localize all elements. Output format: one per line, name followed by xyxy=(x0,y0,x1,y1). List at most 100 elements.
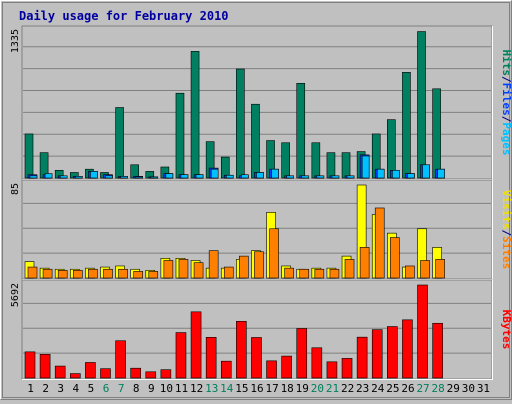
bar-bottom-kbytes-5 xyxy=(85,362,96,379)
axis-label-middle: Visits/Sites xyxy=(500,190,512,270)
ymax-label-top: 1335 xyxy=(10,29,21,53)
x-tick-label-26: 26 xyxy=(401,382,414,395)
frame-inner xyxy=(2,2,510,398)
bar-bottom-kbytes-13 xyxy=(205,337,217,379)
bar-top-pages-10 xyxy=(165,173,174,179)
bar-bottom-kbytes-4 xyxy=(69,373,81,379)
bar-top-pages-5 xyxy=(90,171,98,179)
bar-top-pages-13 xyxy=(210,168,219,179)
bar-bottom-kbytes-23 xyxy=(356,336,368,379)
x-tick-label-25: 25 xyxy=(386,382,399,395)
bar-middle-sites-7 xyxy=(118,268,128,279)
bar-bottom-kbytes-7 xyxy=(115,340,126,379)
bar-top-hits-25 xyxy=(387,119,396,179)
bar-bottom-kbytes-11 xyxy=(175,332,187,379)
bar-top-pages-22 xyxy=(346,175,355,179)
bar-bottom-kbytes-6 xyxy=(100,368,111,379)
axis-label-part-middle-0: Visits xyxy=(500,190,512,230)
x-tick-label-27: 27 xyxy=(416,382,429,395)
bar-bottom-kbytes-22 xyxy=(341,358,353,379)
bar-bottom-kbytes-3 xyxy=(54,365,66,379)
bar-middle-sites-10 xyxy=(163,260,174,279)
bar-top-pages-28 xyxy=(437,168,445,179)
bar-top-hits-1 xyxy=(24,133,34,179)
bar-top-hits-11 xyxy=(175,92,185,179)
bar-middle-sites-15 xyxy=(239,255,249,279)
bar-top-hits-28 xyxy=(432,88,441,179)
bar-bottom-kbytes-1 xyxy=(24,351,36,379)
x-tick-label-2: 2 xyxy=(42,382,49,395)
bar-middle-sites-5 xyxy=(88,268,98,279)
x-tick-label-24: 24 xyxy=(371,382,385,395)
bar-top-pages-27 xyxy=(422,164,430,179)
bar-bottom-kbytes-16 xyxy=(251,337,262,379)
bar-bottom-kbytes-2 xyxy=(39,354,51,379)
x-tick-label-10: 10 xyxy=(160,382,173,395)
bar-top-hits-19 xyxy=(296,83,306,179)
bar-bottom-kbytes-19 xyxy=(296,328,308,379)
bar-top-pages-12 xyxy=(195,174,204,179)
bar-top-pages-25 xyxy=(392,169,400,179)
bar-middle-sites-17 xyxy=(269,228,279,279)
axis-label-bottom: KBytes xyxy=(500,310,512,350)
bar-top-pages-23 xyxy=(361,155,370,179)
x-tick-label-30: 30 xyxy=(462,382,475,395)
bar-bottom-kbytes-8 xyxy=(130,367,141,379)
axis-label-top: Hits/Files/Pages xyxy=(500,50,512,156)
bar-top-pages-18 xyxy=(286,175,294,179)
axis-label-part-bottom-0: KBytes xyxy=(500,310,512,350)
bar-middle-sites-19 xyxy=(299,268,310,279)
bar-middle-sites-16 xyxy=(254,251,264,279)
axis-label-part-top-0: Hits xyxy=(500,50,512,77)
bar-top-pages-20 xyxy=(316,175,325,179)
x-tick-label-13: 13 xyxy=(205,382,218,395)
x-tick-label-31: 31 xyxy=(477,382,490,395)
bar-bottom-kbytes-27 xyxy=(417,284,428,379)
bar-bottom-kbytes-18 xyxy=(281,355,292,379)
x-tick-label-7: 7 xyxy=(118,382,125,395)
bar-middle-sites-18 xyxy=(284,267,294,279)
x-tick-label-8: 8 xyxy=(133,382,140,395)
axis-label-part-top-2: Files xyxy=(500,83,512,116)
bar-top-hits-22 xyxy=(341,152,351,179)
bar-middle-sites-14 xyxy=(223,266,234,279)
bar-top-hits-12 xyxy=(190,51,200,179)
bar-bottom-kbytes-21 xyxy=(326,361,338,379)
x-tick-label-29: 29 xyxy=(447,382,460,395)
bar-middle-sites-27 xyxy=(420,260,430,279)
bar-middle-sites-8 xyxy=(133,271,143,279)
x-tick-label-11: 11 xyxy=(175,382,188,395)
x-tick-label-28: 28 xyxy=(432,382,445,395)
bar-middle-sites-1 xyxy=(27,266,38,279)
bar-middle-sites-25 xyxy=(390,237,400,279)
bar-middle-sites-22 xyxy=(344,259,355,279)
bar-middle-sites-2 xyxy=(42,268,53,279)
bar-middle-sites-12 xyxy=(193,262,204,279)
x-tick-label-17: 17 xyxy=(265,382,278,395)
bar-middle-sites-20 xyxy=(314,268,325,279)
bar-bottom-kbytes-28 xyxy=(432,322,443,379)
bar-top-pages-21 xyxy=(331,175,340,179)
x-tick-label-12: 12 xyxy=(190,382,203,395)
x-tick-label-21: 21 xyxy=(326,382,339,395)
bar-top-pages-6 xyxy=(105,175,113,179)
x-tick-label-18: 18 xyxy=(281,382,294,395)
bar-top-hits-16 xyxy=(251,103,260,179)
bar-top-hits-27 xyxy=(417,31,426,179)
bar-middle-sites-9 xyxy=(148,271,159,279)
bar-top-pages-19 xyxy=(301,175,310,179)
bar-top-hits-15 xyxy=(236,68,245,179)
chart-title: Daily usage for February 2010 xyxy=(19,9,229,23)
ymax-label-bottom: 5692 xyxy=(10,283,21,307)
bar-top-pages-4 xyxy=(74,176,83,179)
x-tick-label-1: 1 xyxy=(27,382,34,395)
x-tick-label-6: 6 xyxy=(103,382,110,395)
bar-bottom-kbytes-20 xyxy=(311,347,323,379)
bar-top-hits-7 xyxy=(115,107,124,179)
bar-top-pages-14 xyxy=(225,174,234,179)
bar-top-pages-2 xyxy=(44,173,53,179)
bar-top-pages-1 xyxy=(29,175,38,179)
bar-top-pages-3 xyxy=(59,175,68,179)
x-tick-label-19: 19 xyxy=(296,382,309,395)
